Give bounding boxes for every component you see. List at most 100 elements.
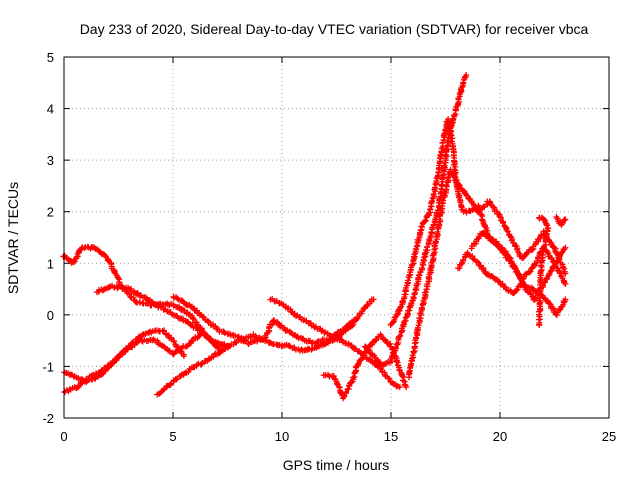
data-point <box>403 384 410 391</box>
data-point <box>427 265 434 272</box>
series-arc-1 <box>60 243 224 354</box>
data-point <box>547 268 554 275</box>
data-point <box>536 322 543 329</box>
series-arc-4 <box>61 329 205 396</box>
data-point <box>350 317 357 324</box>
data-point <box>562 244 569 251</box>
data-point <box>432 181 439 188</box>
data-point <box>562 270 569 277</box>
data-point <box>511 263 518 270</box>
data-point <box>529 246 536 253</box>
data-point <box>153 301 160 308</box>
data-point <box>460 257 467 264</box>
data-point <box>440 197 447 204</box>
data-point <box>497 213 504 220</box>
data-point <box>173 376 180 383</box>
data-point <box>434 228 441 235</box>
data-point <box>330 372 337 379</box>
series-arc-15 <box>535 214 552 329</box>
data-point <box>506 254 513 261</box>
series-arc-13 <box>468 230 569 303</box>
x-tick-label: 0 <box>60 429 67 444</box>
data-point <box>503 250 510 257</box>
series-arc-3 <box>61 327 187 386</box>
data-point <box>421 218 428 225</box>
data-point <box>463 72 470 79</box>
y-tick-label: 1 <box>47 256 54 271</box>
data-point <box>379 361 386 368</box>
data-point <box>527 268 534 275</box>
data-point <box>540 216 547 223</box>
data-point <box>546 300 553 307</box>
data-point <box>333 335 340 342</box>
data-point <box>543 221 550 228</box>
data-point <box>139 331 146 338</box>
data-point <box>180 353 187 360</box>
data-point <box>456 182 463 189</box>
data-point <box>562 280 569 287</box>
data-point <box>293 313 300 320</box>
data-point <box>553 258 560 265</box>
data-point <box>396 333 403 340</box>
data-point <box>445 124 452 131</box>
x-tick-label: 15 <box>384 429 398 444</box>
y-tick-label: 2 <box>47 205 54 220</box>
data-point <box>397 332 404 339</box>
data-point <box>409 261 416 268</box>
data-point <box>444 119 451 126</box>
y-axis-label: SDTVAR / TECUs <box>5 182 21 294</box>
data-point <box>204 332 211 339</box>
data-point <box>514 286 521 293</box>
data-point <box>396 366 403 373</box>
data-point <box>396 384 403 391</box>
y-tick-label: 0 <box>47 308 54 323</box>
data-point <box>102 252 109 259</box>
y-tick-label: 4 <box>47 102 54 117</box>
x-tick-label: 10 <box>275 429 289 444</box>
data-point <box>399 372 406 379</box>
data-point <box>537 307 544 314</box>
data-point <box>526 269 533 276</box>
data-point <box>554 215 561 222</box>
y-tick-label: 3 <box>47 153 54 168</box>
data-point <box>354 361 361 368</box>
data-point <box>558 249 565 256</box>
data-point <box>410 294 417 301</box>
y-tick-label: -1 <box>42 359 54 374</box>
data-point <box>198 329 205 336</box>
data-point <box>561 279 568 286</box>
data-point <box>173 348 180 355</box>
data-point <box>418 304 425 311</box>
data-points <box>60 72 569 402</box>
data-point <box>418 265 425 272</box>
axis-ticks: 0 5 10 15 20 25 -2 -1 0 1 2 3 4 5 <box>42 50 616 444</box>
series-arc-6 <box>170 293 357 348</box>
x-axis-label: GPS time / hours <box>283 457 390 473</box>
data-point <box>215 344 222 351</box>
series-arc-9 <box>362 72 470 370</box>
chart-title: Day 233 of 2020, Sidereal Day-to-day VTE… <box>80 21 589 37</box>
data-point <box>562 216 569 223</box>
grid-lines <box>64 57 609 418</box>
y-tick-label: -2 <box>42 411 54 426</box>
data-point <box>441 127 448 134</box>
data-point <box>513 287 520 294</box>
x-tick-label: 20 <box>493 429 507 444</box>
data-point <box>554 257 561 264</box>
data-point <box>438 181 445 188</box>
data-point <box>345 341 352 348</box>
plot-area-border <box>63 56 610 419</box>
data-point <box>507 255 514 262</box>
data-point <box>212 338 219 345</box>
series-arc-14 <box>553 214 569 228</box>
data-point <box>394 311 401 318</box>
series-arc-2 <box>93 282 231 350</box>
data-point <box>453 177 460 184</box>
x-tick-label: 25 <box>602 429 616 444</box>
data-point <box>428 229 435 236</box>
x-tick-label: 5 <box>169 429 176 444</box>
data-point <box>130 294 137 301</box>
y-tick-label: 5 <box>47 50 54 65</box>
data-point <box>370 296 377 303</box>
data-point <box>421 254 428 261</box>
